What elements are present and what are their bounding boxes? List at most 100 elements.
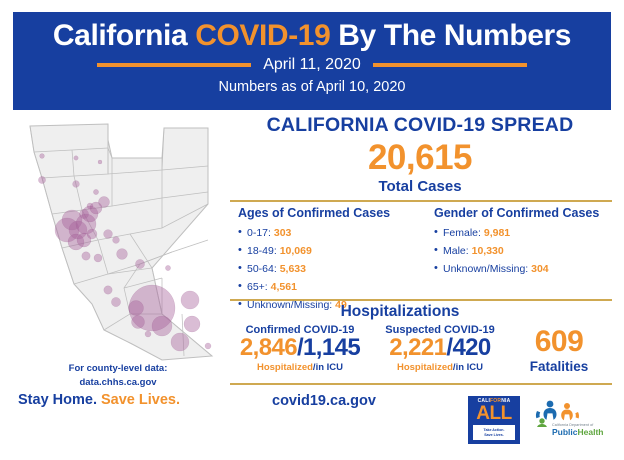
cdph-line-1: California Department of	[552, 423, 594, 427]
gender-value-1: 10,330	[471, 245, 504, 258]
ages-label-1: 18-49:	[247, 245, 277, 258]
logo-group: CALIFORNIA ALL Take Action. Save Lives.	[468, 392, 614, 448]
cdph-line-2: PublicHealth	[552, 426, 604, 437]
figure-green	[537, 418, 547, 427]
ca-all-word-cali: CALI	[477, 398, 491, 404]
confirmed-foot-icu: in ICU	[315, 361, 344, 373]
public-health-logo: California Department of PublicHealth	[528, 397, 612, 443]
ages-label-3: 65+:	[247, 281, 268, 294]
gender-value-0: 9,981	[483, 227, 511, 239]
website-link[interactable]: covid19.ca.gov	[272, 393, 376, 409]
suspected-foot-hospitalized: Hospitalized	[396, 361, 453, 373]
suspected-numbers: 2,221/420	[370, 334, 510, 362]
gender-label-0: Female:	[443, 227, 481, 239]
gender-list: Female: 9,981 Male: 10,330 Unknown/Missi…	[434, 223, 614, 278]
ages-title: Ages of Confirmed Cases	[238, 206, 391, 220]
slogan-part-2: Save Lives.	[101, 392, 180, 408]
page-title: California COVID-19 By The Numbers	[14, 20, 610, 52]
divider-middle	[230, 299, 612, 301]
suspected-icu-value: 420	[452, 334, 491, 361]
suspected-covid-block: Suspected COVID-19 2,221/420 Hospitalize…	[370, 324, 510, 373]
title-part-1: California	[52, 19, 196, 52]
report-date: April 11, 2020	[263, 55, 361, 73]
list-item: Female: 9,981	[434, 223, 614, 242]
figure-blue	[535, 400, 557, 420]
ages-list: 0-17: 303 18-49: 10,069 50-64: 5,633 65+…	[238, 223, 422, 314]
demographics-columns: Ages of Confirmed Cases 0-17: 303 18-49:…	[230, 206, 614, 314]
gender-value-2: 304	[531, 263, 549, 276]
california-map	[12, 118, 222, 368]
ca-all-tagline: Take Action. Save Lives.	[473, 425, 515, 441]
total-cases-label: Total Cases	[378, 177, 462, 195]
map-data-link[interactable]: data.chhs.ca.gov	[79, 376, 157, 388]
ages-value-3: 4,561	[270, 281, 297, 294]
suspected-footnote: Hospitalized/in ICU	[370, 362, 510, 373]
suspected-foot-icu: in ICU	[455, 361, 484, 373]
confirmed-foot-hospitalized: Hospitalized	[256, 361, 313, 373]
confirmed-hospitalized-value: 2,846	[239, 334, 298, 361]
fatalities-value: 609	[534, 325, 584, 358]
spread-title: CALIFORNIA COVID-19 SPREAD	[266, 114, 574, 136]
ages-column: Ages of Confirmed Cases 0-17: 303 18-49:…	[230, 206, 422, 314]
map-counties	[29, 123, 214, 361]
banner-date-row: April 11, 2020	[14, 56, 610, 74]
ca-all-tag-line-2: Save Lives.	[484, 432, 504, 437]
list-item: 65+: 4,561	[238, 277, 422, 296]
ages-label-4: Unknown/Missing:	[247, 299, 333, 312]
rule-left	[97, 62, 252, 67]
ca-all-word-for: FOR	[490, 398, 502, 404]
ages-value-2: 5,633	[279, 263, 306, 276]
confirmed-icu-value: 1,145	[303, 334, 361, 361]
list-item: 0-17: 303	[238, 223, 422, 242]
california-all-logo: CALIFORNIA ALL Take Action. Save Lives.	[468, 396, 520, 444]
ages-label-0: 0-17:	[247, 227, 271, 239]
hospitalizations-title: Hospitalizations	[340, 303, 460, 320]
spread-summary: CALIFORNIA COVID-19 SPREAD 20,615 Total …	[228, 114, 612, 195]
map-case-bubbles	[38, 153, 212, 352]
list-item: 18-49: 10,069	[238, 241, 422, 260]
ages-value-0: 303	[273, 227, 292, 239]
map-caption-line-1: For county-level data:	[68, 363, 168, 374]
list-item: Unknown/Missing: 49	[238, 295, 422, 314]
cdph-health: Health	[577, 426, 604, 437]
fatalities-label: Fatalities	[529, 358, 589, 374]
confirmed-foot-separator: /	[312, 361, 316, 373]
gender-title: Gender of Confirmed Cases	[434, 206, 600, 220]
figure-orange	[561, 403, 580, 421]
list-item: 50-64: 5,633	[238, 259, 422, 278]
confirmed-covid-block: Confirmed COVID-19 2,846/1,145 Hospitali…	[230, 324, 370, 373]
rule-right	[372, 62, 527, 67]
ages-value-1: 10,069	[279, 245, 312, 258]
map-svg	[29, 123, 214, 361]
ages-label-2: 50-64:	[247, 263, 277, 276]
fatalities-block: 609 Fatalities	[510, 324, 608, 374]
total-cases-value: 20,615	[367, 138, 473, 177]
list-item: Male: 10,330	[434, 241, 614, 260]
map-caption: For county-level data: data.chhs.ca.gov	[12, 362, 224, 390]
confirmed-separator: /	[296, 334, 304, 361]
ca-all-main-text: ALL	[476, 403, 512, 424]
suspected-separator: /	[446, 334, 453, 361]
title-highlight: COVID-19	[195, 19, 331, 52]
confirmed-numbers: 2,846/1,145	[230, 334, 370, 362]
suspected-foot-separator: /	[452, 361, 456, 373]
list-item: Unknown/Missing: 304	[434, 259, 614, 278]
divider-bottom	[230, 383, 612, 385]
ages-value-4: 49	[335, 299, 347, 312]
hospitalizations-row: Confirmed COVID-19 2,846/1,145 Hospitali…	[230, 324, 612, 374]
suspected-hospitalized-value: 2,221	[389, 334, 447, 361]
ca-all-word-nia: NIA	[501, 398, 511, 404]
title-part-2: By The Numbers	[330, 19, 572, 52]
ca-all-wordmark: CALIFORNIA	[478, 399, 511, 404]
slogan-part-1: Stay Home.	[18, 392, 101, 408]
divider-top	[230, 200, 612, 202]
gender-label-2: Unknown/Missing:	[443, 263, 529, 276]
slogan: Stay Home. Save Lives.	[18, 392, 180, 408]
cdph-figures-icon	[535, 400, 580, 427]
cdph-wordmark: California Department of PublicHealth	[552, 423, 604, 437]
cdph-public: Public	[552, 426, 578, 437]
gender-label-1: Male:	[443, 245, 469, 258]
suspected-heading: Suspected COVID-19	[385, 324, 495, 336]
confirmed-footnote: Hospitalized/in ICU	[230, 362, 370, 373]
